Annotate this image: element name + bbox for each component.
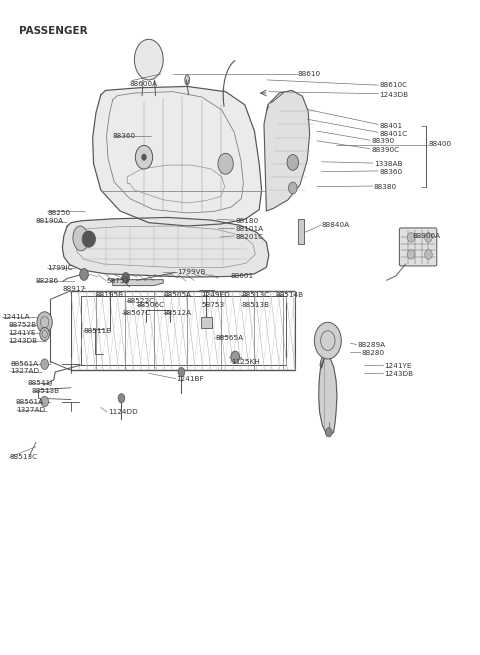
Text: 88561A: 88561A: [16, 399, 44, 405]
Text: 88522C: 88522C: [126, 297, 155, 304]
Text: 88600A: 88600A: [130, 81, 158, 87]
Text: 88511E: 88511E: [84, 328, 112, 334]
Ellipse shape: [408, 233, 415, 242]
Text: 1338AB: 1338AB: [374, 161, 402, 168]
Text: 88390C: 88390C: [371, 147, 399, 153]
Text: 88505A: 88505A: [164, 292, 192, 299]
Circle shape: [288, 182, 297, 194]
Bar: [201, 317, 212, 328]
Text: 1327AD: 1327AD: [16, 407, 45, 413]
Text: 88400: 88400: [429, 141, 452, 147]
Text: 88840A: 88840A: [322, 222, 350, 229]
Text: 88601: 88601: [230, 273, 253, 280]
Circle shape: [231, 351, 240, 363]
Polygon shape: [319, 355, 337, 435]
Circle shape: [80, 269, 88, 280]
Text: 1241LA: 1241LA: [2, 314, 30, 320]
Text: 88286: 88286: [36, 278, 59, 284]
Ellipse shape: [408, 250, 415, 259]
Text: 1243DB: 1243DB: [384, 371, 413, 377]
Ellipse shape: [425, 233, 432, 242]
Text: 1243DB: 1243DB: [379, 92, 408, 98]
Circle shape: [178, 367, 185, 377]
Text: 1249ED: 1249ED: [202, 292, 230, 299]
Circle shape: [325, 428, 332, 437]
Text: 88390: 88390: [371, 138, 394, 145]
Bar: [298, 219, 304, 244]
Text: 1125KH: 1125KH: [231, 359, 260, 365]
Text: 88190A: 88190A: [36, 218, 64, 225]
Text: 88401C: 88401C: [379, 130, 408, 137]
Text: 88201C: 88201C: [235, 234, 264, 240]
Text: 88513B: 88513B: [32, 388, 60, 394]
Polygon shape: [113, 280, 163, 286]
Circle shape: [122, 272, 130, 283]
Text: 58753: 58753: [202, 301, 225, 308]
Text: 88180: 88180: [235, 218, 258, 225]
Text: 1799VB: 1799VB: [178, 269, 206, 276]
Polygon shape: [62, 217, 269, 277]
Ellipse shape: [134, 39, 163, 80]
Text: PASSENGER: PASSENGER: [19, 26, 88, 36]
Circle shape: [314, 322, 341, 359]
Text: 88401: 88401: [379, 122, 402, 129]
Circle shape: [41, 396, 48, 407]
Text: 88752B: 88752B: [9, 322, 37, 328]
Ellipse shape: [73, 226, 88, 251]
Text: 1241YE: 1241YE: [9, 329, 36, 336]
Text: 88512A: 88512A: [163, 310, 192, 316]
Text: 88513B: 88513B: [241, 301, 270, 308]
Circle shape: [142, 154, 146, 160]
Ellipse shape: [82, 231, 96, 248]
Text: 88101A: 88101A: [235, 226, 264, 233]
Text: 88610C: 88610C: [379, 82, 408, 88]
Text: 88280: 88280: [361, 350, 384, 356]
Text: 88195B: 88195B: [96, 292, 124, 299]
Circle shape: [287, 155, 299, 170]
Text: 1327AD: 1327AD: [11, 368, 40, 375]
Text: 88360: 88360: [379, 169, 402, 176]
Text: 88514B: 88514B: [276, 292, 304, 299]
Text: 88506C: 88506C: [137, 301, 165, 308]
Polygon shape: [93, 86, 262, 226]
Circle shape: [41, 359, 48, 369]
Text: 1243DB: 1243DB: [9, 337, 38, 344]
Text: 88541J: 88541J: [28, 379, 53, 386]
Ellipse shape: [425, 250, 432, 259]
FancyBboxPatch shape: [399, 228, 437, 266]
Circle shape: [218, 153, 233, 174]
Text: 1241YE: 1241YE: [384, 363, 411, 369]
Text: 88567C: 88567C: [122, 310, 151, 316]
Text: 88380: 88380: [374, 184, 397, 191]
Polygon shape: [264, 90, 310, 211]
Circle shape: [37, 312, 52, 333]
Text: 58753: 58753: [107, 278, 130, 284]
Text: 88360: 88360: [113, 132, 136, 139]
Circle shape: [40, 328, 49, 341]
Text: 88250: 88250: [47, 210, 70, 216]
Circle shape: [118, 394, 125, 403]
Text: 88561A: 88561A: [11, 360, 39, 367]
Text: 88513C: 88513C: [10, 454, 38, 460]
Circle shape: [135, 145, 153, 169]
Text: 88513C: 88513C: [241, 292, 270, 299]
Text: 1124DD: 1124DD: [108, 409, 138, 415]
Text: 1241BF: 1241BF: [177, 375, 204, 382]
Ellipse shape: [185, 75, 190, 84]
Text: 88906A: 88906A: [413, 233, 441, 239]
Text: 88610: 88610: [298, 71, 321, 77]
Text: 1799JC: 1799JC: [47, 265, 72, 271]
Text: 88565A: 88565A: [216, 335, 244, 341]
Text: 88289A: 88289A: [358, 341, 386, 348]
Text: 88917: 88917: [63, 286, 86, 292]
